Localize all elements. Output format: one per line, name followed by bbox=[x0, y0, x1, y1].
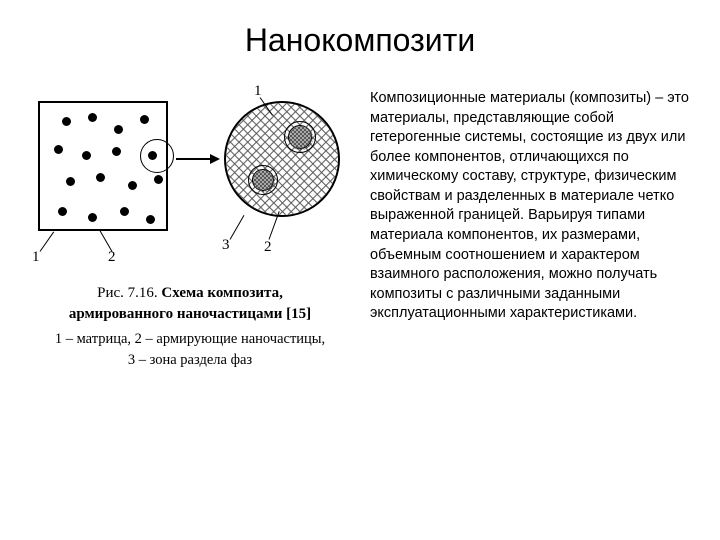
matrix-dot bbox=[96, 173, 105, 182]
zoom-source-circle bbox=[140, 139, 174, 173]
crosshatch-pattern bbox=[226, 103, 338, 215]
caption-title-2: армированного наночастицами [15] bbox=[20, 306, 360, 323]
nanoparticle bbox=[288, 125, 312, 149]
matrix-dot bbox=[146, 215, 155, 224]
matrix-dot bbox=[140, 115, 149, 124]
composite-diagram: 1 2 1 2 3 bbox=[20, 79, 360, 279]
page-title: Нанокомпозити bbox=[0, 0, 720, 69]
legend-line-1: 1 – матрица, 2 – армирующие наночастицы, bbox=[20, 329, 360, 350]
diagram-label-2-circle: 2 bbox=[264, 239, 272, 256]
right-column: Композиционные материалы (композиты) – э… bbox=[360, 79, 700, 371]
matrix-dot bbox=[62, 117, 71, 126]
matrix-dot bbox=[88, 213, 97, 222]
body-paragraph: Композиционные материалы (композиты) – э… bbox=[370, 89, 700, 324]
leader-line bbox=[40, 232, 55, 252]
leader-line bbox=[230, 215, 245, 240]
leader-line bbox=[99, 229, 113, 252]
matrix-dot bbox=[128, 181, 137, 190]
matrix-dot bbox=[154, 175, 163, 184]
matrix-dot bbox=[114, 125, 123, 134]
diagram-label-1-square: 1 bbox=[32, 249, 40, 266]
nanoparticle bbox=[252, 169, 274, 191]
left-column: 1 2 1 2 3 Рис. 7.16. Схема композита, ар… bbox=[20, 79, 360, 371]
matrix-dot bbox=[88, 113, 97, 122]
matrix-dot bbox=[58, 207, 67, 216]
matrix-dot bbox=[112, 147, 121, 156]
matrix-dot bbox=[120, 207, 129, 216]
diagram-label-3-circle: 3 bbox=[222, 237, 230, 254]
matrix-dot bbox=[66, 177, 75, 186]
caption-line-1: Рис. 7.16. Схема композита, bbox=[20, 285, 360, 302]
content-row: 1 2 1 2 3 Рис. 7.16. Схема композита, ар… bbox=[0, 69, 720, 371]
matrix-dot bbox=[54, 145, 63, 154]
zoom-circle bbox=[224, 101, 340, 217]
matrix-dot bbox=[82, 151, 91, 160]
figure-ref: Рис. 7.16. bbox=[97, 285, 158, 301]
caption-title-1: Схема композита, bbox=[161, 285, 282, 301]
figure-caption: Рис. 7.16. Схема композита, армированног… bbox=[20, 285, 360, 371]
legend-line-2: 3 – зона раздела фаз bbox=[20, 350, 360, 371]
zoom-arrow-icon bbox=[176, 153, 220, 165]
